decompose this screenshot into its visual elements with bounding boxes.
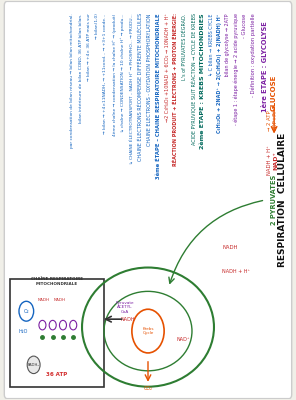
Text: 1ère ETAPE : GLYCOLYSE: 1ère ETAPE : GLYCOLYSE (262, 21, 268, 112)
Text: → bilan(1,0): → bilan(1,0) (95, 13, 99, 39)
Text: NADH + H⁺: NADH + H⁺ (222, 269, 250, 274)
Text: bilan intérieure de bilan COND, 36 ATP bilan bilan.: bilan intérieure de bilan COND, 36 ATP b… (78, 13, 83, 123)
Text: NADH + H⁺: NADH + H⁺ (267, 146, 272, 175)
Text: ↳ chaîne → CONDENSATION → 10 chaîne H⁺ → produ...: ↳ chaîne → CONDENSATION → 10 chaîne H⁺ →… (121, 13, 126, 132)
Text: → bilan → +4×11NADH₁ → +11cond... → +3+1 conde...: → bilan → +4×11NADH₁ → +11cond... → +3+1… (104, 13, 107, 134)
Text: → bilan → +4× 36 ATP mais sur: → bilan → +4× 36 ATP mais sur (87, 13, 91, 81)
Text: par condensation de bilan réseau → bilan bilan mitochondrial.: par condensation de bilan réseau → bilan… (70, 13, 74, 148)
Text: - Définition : oxydation partielle: - Définition : oxydation partielle (251, 13, 256, 97)
Text: → 2 ATP: → 2 ATP (267, 110, 272, 131)
Text: 2ème ETAPE : KREBS MITOCHONDRIES: 2ème ETAPE : KREBS MITOCHONDRIES (200, 13, 205, 149)
Text: NADH: NADH (222, 245, 238, 250)
Text: CHAINE ELECTRONS - OXYDATION PHOSPHORYLATION: CHAINE ELECTRONS - OXYDATION PHOSPHORYLA… (147, 13, 152, 146)
Text: - étape 1 : étape énergie → 2 acide pyruvique: - étape 1 : étape énergie → 2 acide pyru… (233, 13, 239, 125)
Text: ADP+Pi: ADP+Pi (273, 111, 278, 130)
Text: - Glucose: - Glucose (242, 13, 247, 38)
Text: Krebs
Cycle: Krebs Cycle (142, 327, 154, 335)
Text: ACIDE PYRUVIQUE SUIT RÉACTION → CYCLE DE KREBS: ACIDE PYRUVIQUE SUIT RÉACTION → CYCLE DE… (191, 13, 196, 145)
Text: 4ème chaîne → condensation → la chaîne H⁺ → (produit): 4ème chaîne → condensation → la chaîne H… (112, 13, 117, 136)
Text: FADH₂: FADH₂ (28, 363, 40, 367)
Text: NADH: NADH (54, 298, 66, 302)
Text: bilan de glycolyse → 2ATP: bilan de glycolyse → 2ATP (225, 13, 230, 81)
Text: CHAINE ÉLECTRONS RÉCOMPENSE DIFFÉRENTE MOLÉCULES: CHAINE ÉLECTRONS RÉCOMPENSE DIFFÉRENTE M… (138, 13, 143, 162)
Text: ↳ C bilan → KREBS CYCLE: ↳ C bilan → KREBS CYCLE (209, 13, 213, 76)
Text: NAD⁺: NAD⁺ (176, 336, 190, 342)
Text: NAD⁺: NAD⁺ (273, 151, 278, 170)
Text: L's of PYRUVATES DÉGRAD.: L's of PYRUVATES DÉGRAD. (182, 13, 187, 80)
Text: NADH: NADH (38, 298, 50, 302)
FancyBboxPatch shape (4, 1, 292, 399)
Text: O₂: O₂ (23, 309, 29, 314)
FancyBboxPatch shape (10, 280, 104, 387)
Text: Pyruvate
ACETYL
CoA: Pyruvate ACETYL CoA (115, 301, 134, 314)
Text: →2 C₃H₄O₃ +10NAD + 6CO₂ → 10NADH + H⁺: →2 C₃H₄O₃ +10NAD + 6CO₂ → 10NADH + H⁺ (165, 13, 170, 122)
Text: 3ème ÉTAPE – CHAINE RESPIRATOIRE MITOCHONDRIALE: 3ème ÉTAPE – CHAINE RESPIRATOIRE MITOCHO… (156, 13, 161, 179)
Text: RESPIRATION  CELLULAIRE: RESPIRATION CELLULAIRE (278, 133, 287, 267)
Text: 36 ATP: 36 ATP (46, 372, 68, 377)
Text: ↳ CHAINE ÉLECTROTRANSPORT – NADH H⁺ → PHOSPHO... → PRODU...: ↳ CHAINE ÉLECTROTRANSPORT – NADH H⁺ → PH… (130, 13, 134, 164)
Text: C₆H₁₂O₆ + 2NAD⁺ → 2(C₃H₄O₃) + 2(NADH) H⁺: C₆H₁₂O₆ + 2NAD⁺ → 2(C₃H₄O₃) + 2(NADH) H⁺ (217, 13, 222, 133)
Text: 2 PYRUVATES: 2 PYRUVATES (271, 175, 277, 225)
Text: GLUCOSE: GLUCOSE (271, 74, 277, 111)
Text: CO₂: CO₂ (144, 386, 152, 391)
Text: H₂O: H₂O (19, 328, 28, 334)
Text: RÉACTION PRODUIT + ÉLECTRONS + PROTON ÉNERGIE:: RÉACTION PRODUIT + ÉLECTRONS + PROTON ÉN… (173, 13, 178, 166)
Text: CHAÎNE RESPIRATOIRE
MITOCHONDRIALE: CHAÎNE RESPIRATOIRE MITOCHONDRIALE (31, 277, 83, 286)
Text: NADH: NADH (120, 317, 135, 322)
Circle shape (27, 356, 40, 374)
